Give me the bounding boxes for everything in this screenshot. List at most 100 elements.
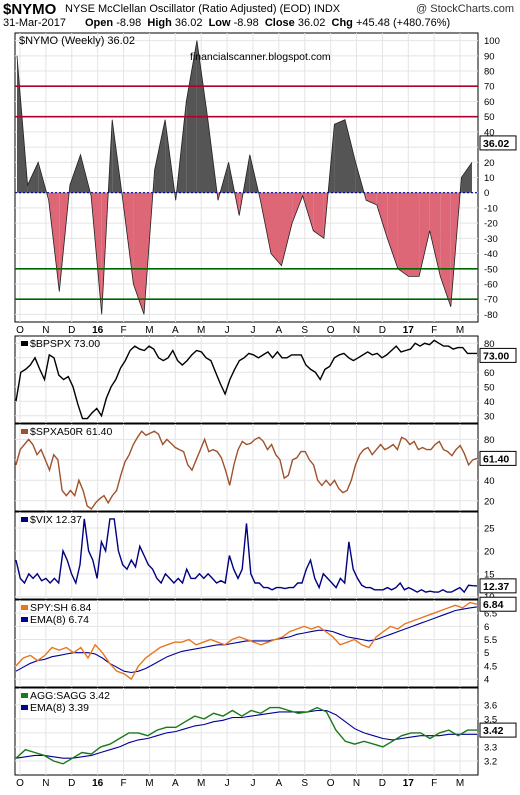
nymo-area-segment — [27, 162, 39, 193]
nymo-area-segment — [281, 192, 293, 266]
nymo-tick-label: 80 — [484, 67, 495, 78]
high-value: 36.02 — [174, 17, 203, 29]
agg_sagg-x-tick-label: F — [431, 778, 437, 789]
bpspx-tick-label: 40 — [484, 397, 495, 408]
bpspx-tick-label: 50 — [484, 382, 495, 393]
nymo-area-segment — [440, 192, 451, 307]
agg_sagg-x-tick-label: D — [379, 778, 386, 789]
spy_sh-legend-ema: EMA(8) 6.74 — [30, 614, 89, 626]
bpspx-tick-label: 60 — [484, 368, 495, 379]
spxa50r-tick-label: 20 — [484, 496, 495, 507]
spy_sh-tick-label: 5.5 — [484, 635, 497, 646]
close-value: 36.02 — [297, 17, 326, 29]
vix-last-value: 12.37 — [483, 581, 509, 593]
nymo-tick-label: -50 — [484, 264, 498, 275]
low-value: -8.98 — [233, 17, 259, 29]
security-name: NYSE McClellan Oscillator (Ratio Adjuste… — [65, 3, 340, 15]
nymo-last-value: 36.02 — [483, 138, 509, 150]
bpspx-legend: $BPSPX 73.00 — [30, 338, 100, 350]
vix-tick-label: 15 — [484, 569, 495, 580]
nymo-tick-label: 90 — [484, 51, 495, 62]
nymo-tick-label: -70 — [484, 295, 498, 306]
nymo-x-tick-label: A — [276, 325, 283, 336]
agg_sagg-x-tick-label: 17 — [403, 778, 415, 789]
bpspx-last-value: 73.00 — [483, 350, 509, 362]
nymo-area-segment — [461, 162, 472, 193]
bpspx-last-badge — [479, 347, 517, 363]
nymo-tick-label: 20 — [484, 158, 495, 169]
spxa50r-tick-label: 80 — [484, 435, 495, 446]
nymo-x-tick-label: F — [431, 325, 437, 336]
nymo-tick-label: 10 — [484, 173, 495, 184]
nymo-tick-label: -80 — [484, 310, 498, 321]
nymo-area-segment — [429, 192, 441, 277]
vix-tick-label: 25 — [484, 524, 495, 535]
nymo-x-tick-label: A — [172, 325, 179, 336]
vix-legend: $VIX 12.37 — [30, 514, 82, 526]
agg_sagg-x-tick-label: M — [145, 778, 153, 789]
nymo-x-tick-label: N — [42, 325, 49, 336]
nymo-x-tick-label: 16 — [92, 325, 104, 336]
nymo-x-tick-label: F — [120, 325, 126, 336]
nymo-tick-label: 50 — [484, 112, 495, 123]
nymo-x-tick-label: J — [225, 325, 230, 336]
chg-value: +45.48 (+480.76%) — [355, 17, 451, 29]
chart-header: $NYMO NYSE McClellan Oscillator (Ratio A… — [0, 0, 520, 32]
open-label: Open — [85, 17, 114, 29]
agg_sagg-x-tick-label: N — [353, 778, 360, 789]
nymo-area-segment — [387, 192, 398, 269]
nymo-x-tick-label: S — [301, 325, 308, 336]
spy_sh-tick-label: 4.5 — [484, 661, 497, 672]
agg_sagg-x-tick-label: F — [120, 778, 126, 789]
nymo-tick-label: -40 — [484, 249, 498, 260]
spy_sh-ema-line — [15, 606, 478, 674]
stockcharts-credit: @ StockCharts.com — [416, 3, 514, 15]
nymo-x-tick-label: N — [353, 325, 360, 336]
agg_sagg-x-tick-label: A — [172, 778, 179, 789]
nymo-area-segment — [69, 154, 81, 193]
agg_sagg-x-tick-label: A — [276, 778, 283, 789]
nymo-tick-label: 70 — [484, 82, 495, 93]
bpspx-legend-swatch — [21, 341, 28, 346]
vix-legend-swatch — [21, 517, 28, 522]
agg_sagg-tick-label: 3.3 — [484, 742, 497, 753]
low-label: Low — [208, 17, 231, 29]
nymo-area-segment — [154, 119, 166, 193]
agg_sagg-x-tick-label: D — [68, 778, 75, 789]
nymo-area-segment — [397, 192, 409, 277]
nymo-area-segment — [334, 119, 345, 193]
agg_sagg-last-badge — [479, 722, 517, 738]
agg_sagg-x-tick-label: S — [301, 778, 308, 789]
nymo-tick-label: 40 — [484, 127, 495, 138]
nymo-tick-label: 100 — [484, 36, 500, 47]
nymo-area-segment — [408, 192, 420, 277]
spy_sh-tick-label: 6.5 — [484, 609, 497, 620]
agg_sagg-legend-ratio-swatch — [21, 693, 28, 698]
agg_sagg-legend-ratio: AGG:SAGG 3.42 — [30, 690, 110, 702]
nymo-x-tick-label: M — [197, 325, 205, 336]
spy_sh-last-badge — [479, 596, 517, 612]
open-value: -8.98 — [116, 17, 142, 29]
agg_sagg-x-tick-label: O — [327, 778, 335, 789]
agg_sagg-x-tick-label: J — [250, 778, 255, 789]
bpspx-panel-frame — [14, 335, 479, 424]
vix-tick-label: 20 — [484, 546, 495, 557]
agg_sagg-legend-ema: EMA(8) 3.39 — [30, 702, 89, 714]
spy_sh-tick-label: 5 — [484, 648, 489, 659]
nymo-tick-label: -10 — [484, 203, 498, 214]
nymo-x-tick-label: D — [379, 325, 386, 336]
spy_sh-legend-ratio: SPY:SH 6.84 — [30, 602, 91, 614]
nymo-panel: 1009080706050403020100-10-20-30-40-50-60… — [14, 32, 517, 336]
bpspx-tick-label: 80 — [484, 339, 495, 350]
spxa50r-line — [15, 430, 478, 510]
spy_sh-last-value: 6.84 — [483, 599, 504, 611]
bpspx-line — [15, 339, 477, 420]
chg-label: Chg — [331, 17, 353, 29]
agg_sagg-x-tick-label: M — [456, 778, 464, 789]
spy_sh-panel-frame — [14, 599, 479, 688]
bpspx-tick-label: 30 — [484, 411, 495, 422]
